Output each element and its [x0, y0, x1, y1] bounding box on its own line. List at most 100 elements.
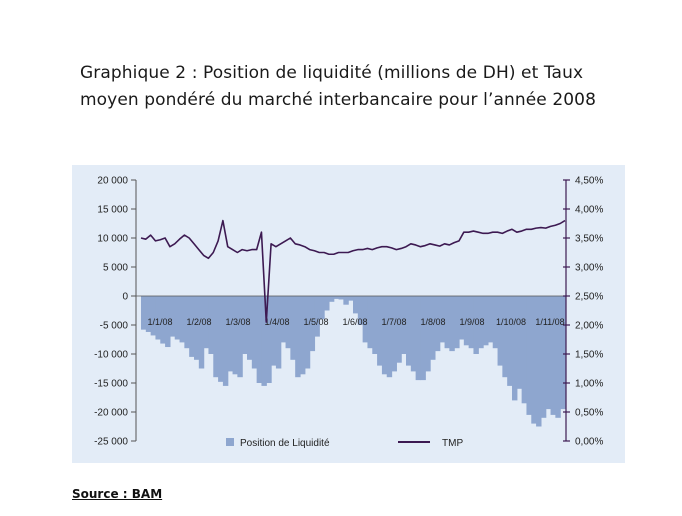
- liquidity-bar: [348, 296, 354, 301]
- liquidity-bar: [425, 296, 431, 372]
- month-label: 1/9/08: [459, 317, 484, 327]
- month-label: 1/11/08: [535, 317, 564, 327]
- liquidity-bar: [555, 296, 561, 418]
- liquidity-bar: [295, 296, 301, 378]
- month-label: 1/1/08: [147, 317, 172, 327]
- liquidity-bar: [463, 296, 470, 346]
- left-tick-label: 5 000: [103, 263, 128, 274]
- liquidity-bar: [145, 296, 152, 332]
- liquidity-bar: [512, 296, 518, 401]
- liquidity-bar: [141, 296, 147, 330]
- liquidity-bar: [271, 296, 277, 366]
- liquidity-bar: [536, 296, 542, 427]
- liquidity-bar: [478, 296, 484, 349]
- legend-label-liquidity: Position de Liquidité: [240, 438, 330, 449]
- liquidity-bar: [386, 296, 393, 378]
- liquidity-bar: [198, 296, 205, 369]
- liquidity-bar: [468, 296, 475, 349]
- title-line-1: Graphique 2 : Position de liquidité (mil…: [80, 63, 584, 83]
- liquidity-bar: [444, 296, 450, 349]
- month-label: 1/7/08: [381, 317, 406, 327]
- liquidity-bar: [391, 296, 397, 372]
- liquidity-bar: [439, 296, 446, 343]
- liquidity-bar: [502, 296, 508, 378]
- source-label: Source : BAM: [72, 487, 163, 501]
- tmp-line: [140, 219, 566, 323]
- liquidity-bar: [338, 296, 344, 300]
- left-tick-label: -10 000: [94, 350, 128, 361]
- month-label: 1/3/08: [225, 317, 250, 327]
- liquidity-bar: [430, 296, 436, 360]
- liquidity-bar: [304, 296, 311, 369]
- liquidity-bar: [372, 296, 378, 354]
- liquidity-bar: [174, 296, 181, 340]
- liquidity-bar: [410, 296, 417, 372]
- liquidity-bar: [208, 296, 214, 354]
- liquidity-bar: [222, 296, 229, 386]
- liquidity-bar: [285, 296, 291, 349]
- liquidity-bar: [487, 296, 494, 343]
- liquidity-bar: [242, 296, 248, 354]
- liquidity-bar: [266, 296, 272, 383]
- liquidity-bar: [521, 296, 528, 404]
- right-tick-label: 2,50%: [575, 292, 603, 303]
- liquidity-bar: [328, 296, 335, 302]
- right-tick-label: 4,50%: [575, 176, 603, 187]
- right-tick-label: 3,00%: [575, 263, 603, 274]
- month-label: 1/2/08: [186, 317, 211, 327]
- liquidity-bar: [540, 296, 547, 418]
- liquidity-bar: [261, 296, 267, 386]
- liquidity-bar: [545, 296, 552, 410]
- liquidity-bar: [319, 296, 325, 320]
- month-label: 1/6/08: [342, 317, 367, 327]
- liquidity-bar: [280, 296, 287, 343]
- liquidity-bar: [497, 296, 503, 366]
- liquidity-bar: [507, 296, 513, 386]
- liquidity-bar: [454, 296, 460, 349]
- liquidity-bar: [160, 296, 166, 344]
- liquidity-bar: [483, 296, 489, 346]
- liquidity-bar: [213, 296, 219, 378]
- left-tick-label: 20 000: [97, 176, 128, 187]
- liquidity-bar: [550, 296, 556, 415]
- liquidity-bar: [314, 296, 320, 337]
- liquidity-bar: [406, 296, 412, 366]
- liquidity-bar: [357, 296, 364, 325]
- liquidity-bar: [531, 296, 537, 424]
- legend-label-tmp: TMP: [442, 438, 463, 449]
- liquidity-bar: [381, 296, 388, 375]
- liquidity-bar: [333, 296, 340, 299]
- left-tick-label: 10 000: [97, 234, 128, 245]
- liquidity-bar: [275, 296, 282, 369]
- liquidity-bar: [300, 296, 306, 375]
- liquidity-bar: [526, 296, 532, 415]
- liquidity-bar: [237, 296, 243, 378]
- liquidity-bar: [179, 296, 185, 343]
- liquidity-bar: [415, 296, 422, 381]
- legend-swatch-liquidity: [226, 438, 234, 446]
- liquidity-bar: [362, 296, 369, 343]
- right-tick-label: 4,00%: [575, 205, 603, 216]
- liquidity-bar: [189, 296, 195, 357]
- left-tick-label: -15 000: [94, 379, 128, 390]
- liquidity-bar: [324, 296, 330, 311]
- right-tick-label: 1,50%: [575, 350, 603, 361]
- liquidity-bar: [449, 296, 455, 352]
- liquidity-bar: [343, 296, 349, 305]
- title-line-2: moyen pondéré du marché interbancaire po…: [80, 90, 596, 110]
- liquidity-bar: [434, 296, 441, 352]
- right-tick-label: 1,00%: [575, 379, 603, 390]
- right-tick-label: 0,00%: [575, 437, 603, 448]
- left-tick-label: -20 000: [94, 408, 128, 419]
- liquidity-bar: [155, 296, 161, 340]
- liquidity-bar: [232, 296, 238, 375]
- month-label: 1/10/08: [496, 317, 526, 327]
- liquidity-bar: [401, 296, 407, 354]
- liquidity-bar: [516, 296, 523, 389]
- right-tick-label: 2,00%: [575, 321, 603, 332]
- liquidity-bar: [473, 296, 479, 354]
- liquidity-bar: [560, 296, 566, 410]
- left-tick-label: -25 000: [94, 437, 128, 448]
